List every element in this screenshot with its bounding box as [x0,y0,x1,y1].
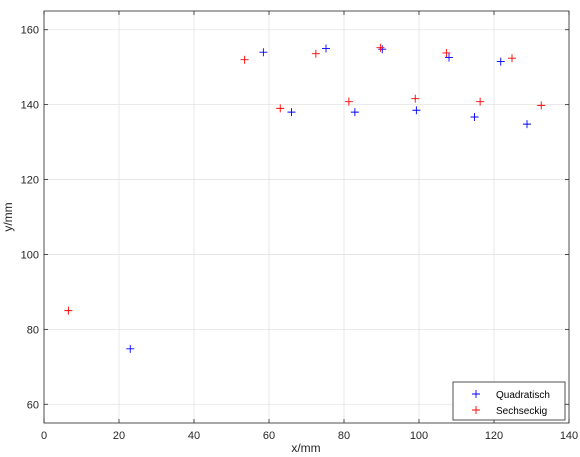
data-markers [64,43,546,353]
x-axis-label: x/mm [291,441,320,455]
data-point-sechseckig [476,97,485,106]
data-point-sechseckig [537,101,546,110]
data-point-sechseckig [276,104,285,113]
data-point-sechseckig [442,48,451,57]
x-tick-labels: 0 20 40 60 80 100 120 140 [41,430,578,442]
y-tick-label: 80 [27,324,39,336]
data-point-quadratisch [523,120,531,129]
data-point-sechseckig [411,94,420,103]
legend-marker-quadratisch [472,390,480,398]
data-point-quadratisch [126,344,135,353]
legend-symbol-sechseckig [472,406,480,414]
legend-box [452,381,566,421]
x-tick-label: 40 [188,430,200,442]
data-point-sechseckig [508,54,516,63]
data-point-quadratisch [412,106,421,115]
y-axis-label: y/mm [1,202,15,231]
grid-lines [43,11,570,423]
legend-marker-sechseckig [472,406,480,414]
data-point-sechseckig [376,43,385,52]
data-point-quadratisch [287,108,296,117]
y-tick-label: 100 [21,249,39,261]
x-tick-label: 140 [560,430,578,442]
data-point-quadratisch [496,57,505,66]
data-point-sechseckig [240,55,249,64]
plot-frame [43,10,570,424]
legend: Quadratisch Sechseckig [452,381,566,421]
y-tick-label: 60 [27,399,39,411]
y-tick-labels: 60 80 100 120 140 160 [21,25,39,412]
axis-ticks [43,11,570,423]
data-point-sechseckig [344,97,353,106]
data-point-quadratisch [445,53,453,62]
x-tick-label: 60 [263,430,275,442]
y-tick-label: 120 [21,175,39,187]
data-point-sechseckig [64,306,73,315]
x-tick-label: 100 [410,430,428,442]
data-point-quadratisch [322,44,330,53]
data-point-quadratisch [378,45,387,54]
data-point-quadratisch [350,108,359,117]
data-point-quadratisch [259,48,268,57]
y-tick-label: 160 [21,25,39,37]
x-tick-label: 0 [41,430,47,442]
y-tick-label: 140 [21,100,39,112]
x-tick-label: 120 [485,430,503,442]
legend-label-quadratisch: Quadratisch [496,390,550,401]
legend-symbol-quadratisch [472,390,480,398]
x-tick-label: 20 [113,430,125,442]
legend-label-sechseckig: Sechseckig [496,406,547,417]
data-point-sechseckig [311,49,320,58]
data-point-quadratisch [470,112,479,121]
x-tick-label: 80 [338,430,350,442]
plot-area [44,11,569,423]
